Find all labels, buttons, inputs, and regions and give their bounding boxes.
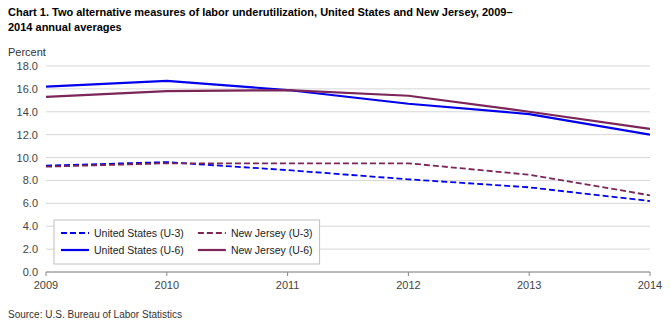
x-tick-label: 2010 bbox=[155, 279, 179, 291]
subtitle: 2014 annual averages bbox=[8, 21, 122, 33]
y-tick-label: 12.0 bbox=[17, 129, 38, 141]
x-tick-label: 2014 bbox=[638, 279, 662, 291]
series-line bbox=[46, 90, 650, 129]
x-tick-label: 2012 bbox=[396, 279, 420, 291]
y-tick-label: 14.0 bbox=[17, 106, 38, 118]
series-line bbox=[46, 81, 650, 135]
y-axis: 0.0 2.0 4.0 6.0 8.0 10.0 12.0 14.0 16.0 18.0 bbox=[17, 60, 650, 278]
legend-swatch bbox=[198, 249, 226, 251]
legend-item: United States (U-3) bbox=[61, 227, 184, 239]
y-tick-label: 6.0 bbox=[23, 197, 38, 209]
x-tick bbox=[46, 272, 47, 276]
grid-line bbox=[46, 203, 650, 204]
legend-swatch bbox=[61, 232, 89, 234]
x-tick bbox=[166, 272, 167, 276]
x-tick bbox=[529, 272, 530, 276]
y-tick-label: 0.0 bbox=[23, 266, 38, 278]
source: Source: U.S. Bureau of Labor Statistics bbox=[8, 309, 182, 320]
legend-label: New Jersey (U-6) bbox=[231, 244, 313, 256]
legend: United States (U-3) New Jersey (U-3) Unite… bbox=[54, 220, 320, 264]
legend-label: New Jersey (U-3) bbox=[231, 227, 313, 239]
y-axis-label: Percent bbox=[8, 46, 46, 58]
grid-line bbox=[46, 88, 650, 89]
y-tick-label: 16.0 bbox=[17, 83, 38, 95]
y-tick-label: 2.0 bbox=[23, 243, 38, 255]
grid-line bbox=[46, 134, 650, 135]
x-tick-label: 2009 bbox=[34, 279, 58, 291]
legend-box bbox=[54, 220, 320, 264]
title: Chart 1. Two alternative measures of lab… bbox=[8, 6, 513, 18]
grid-line bbox=[46, 157, 650, 158]
x-axis: 2009 2010 2011 2012 2013 2014 bbox=[34, 272, 662, 291]
x-tick bbox=[650, 272, 651, 276]
y-tick-label: 8.0 bbox=[23, 174, 38, 186]
legend-swatch bbox=[61, 249, 89, 251]
series-line bbox=[46, 163, 650, 195]
y-tick-label: 18.0 bbox=[17, 60, 38, 72]
grid-line bbox=[46, 66, 650, 67]
legend-item: United States (U-6) bbox=[61, 244, 184, 256]
x-tick bbox=[408, 272, 409, 276]
y-tick-label: 4.0 bbox=[23, 220, 38, 232]
legend-swatch bbox=[198, 232, 226, 234]
x-tick-label: 2011 bbox=[276, 279, 300, 291]
grid-line bbox=[46, 272, 650, 273]
lines bbox=[46, 81, 650, 201]
legend-label: United States (U-6) bbox=[94, 244, 184, 256]
legend-label: United States (U-3) bbox=[94, 227, 184, 239]
x-axis-line bbox=[46, 272, 650, 273]
x-tick bbox=[287, 272, 288, 276]
series-line bbox=[46, 162, 650, 201]
grid-line bbox=[46, 111, 650, 112]
legend-item: New Jersey (U-3) bbox=[198, 227, 313, 239]
legend-item: New Jersey (U-6) bbox=[198, 244, 313, 256]
y-tick-label: 10.0 bbox=[17, 152, 38, 164]
chart: Chart 1. Two alternative measures of lab… bbox=[0, 0, 670, 324]
x-tick-label: 2013 bbox=[517, 279, 541, 291]
